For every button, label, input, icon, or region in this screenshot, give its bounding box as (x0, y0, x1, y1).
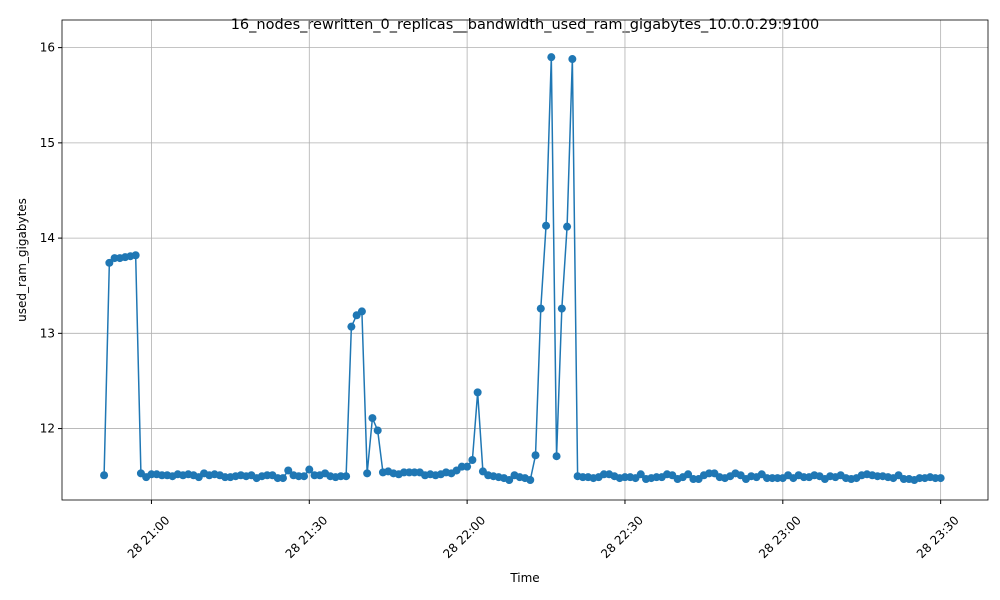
y-tick-label: 15 (40, 136, 55, 150)
data-point (568, 55, 577, 64)
data-point (536, 304, 545, 313)
data-point (636, 470, 645, 479)
data-point (547, 53, 556, 62)
data-point (105, 258, 114, 267)
data-point (131, 251, 140, 260)
y-axis-label: used_ram_gigabytes (15, 198, 29, 322)
data-point (305, 465, 314, 474)
data-point (100, 471, 109, 480)
data-point (373, 426, 382, 435)
data-point (468, 456, 477, 464)
data-point (363, 469, 372, 478)
y-tick-label: 13 (40, 326, 55, 340)
y-tick-label: 16 (40, 41, 55, 55)
data-point (278, 474, 287, 483)
data-point (463, 462, 472, 471)
data-point (284, 466, 293, 475)
data-point (357, 307, 366, 316)
data-point (347, 322, 356, 331)
y-tick-label: 12 (40, 422, 55, 436)
data-point (531, 451, 540, 460)
y-tick-label: 14 (40, 231, 55, 245)
data-point (368, 414, 377, 423)
data-point (300, 472, 309, 481)
data-point (526, 476, 535, 484)
data-point (936, 474, 945, 483)
chart-title: 16_nodes_rewritten_0_replicas__bandwidth… (231, 17, 820, 33)
x-axis-label: Time (509, 571, 539, 585)
data-point (557, 304, 566, 313)
data-point (473, 388, 482, 397)
plot-frame (61, 19, 989, 501)
data-point (542, 221, 551, 230)
data-point (552, 452, 561, 461)
data-point (505, 476, 514, 484)
data-point (684, 470, 693, 479)
data-point (563, 222, 572, 231)
data-point (342, 472, 351, 481)
